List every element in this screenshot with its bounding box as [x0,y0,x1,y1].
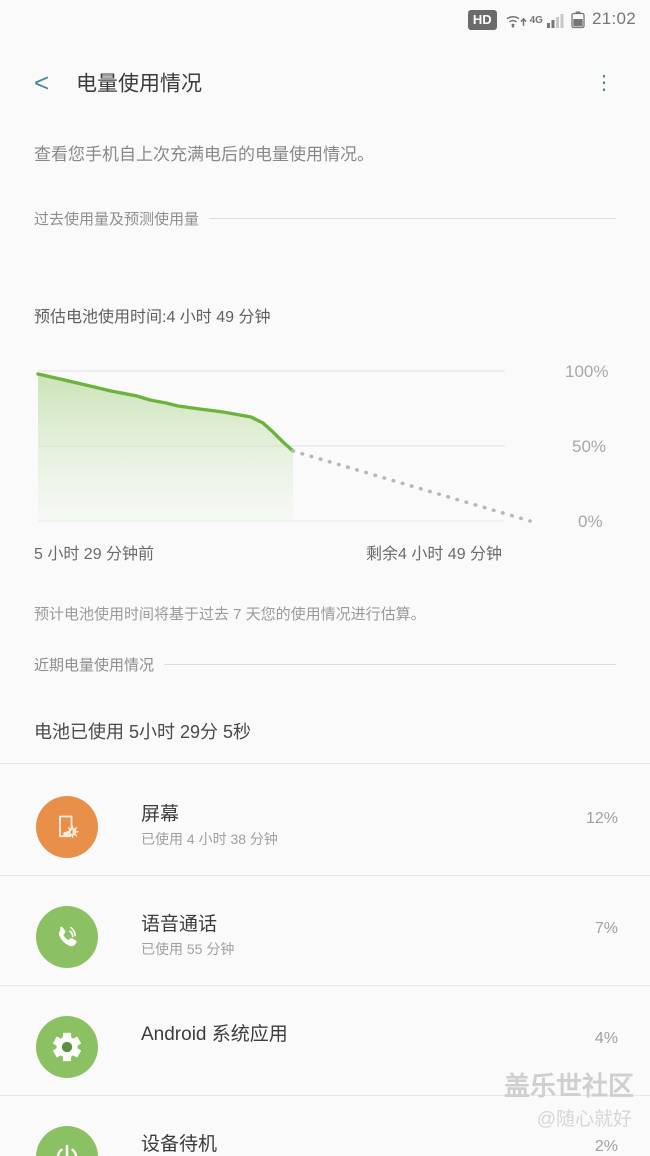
svg-text:100%: 100% [565,362,608,381]
svg-text:0%: 0% [578,512,603,531]
svg-text:50%: 50% [572,437,606,456]
